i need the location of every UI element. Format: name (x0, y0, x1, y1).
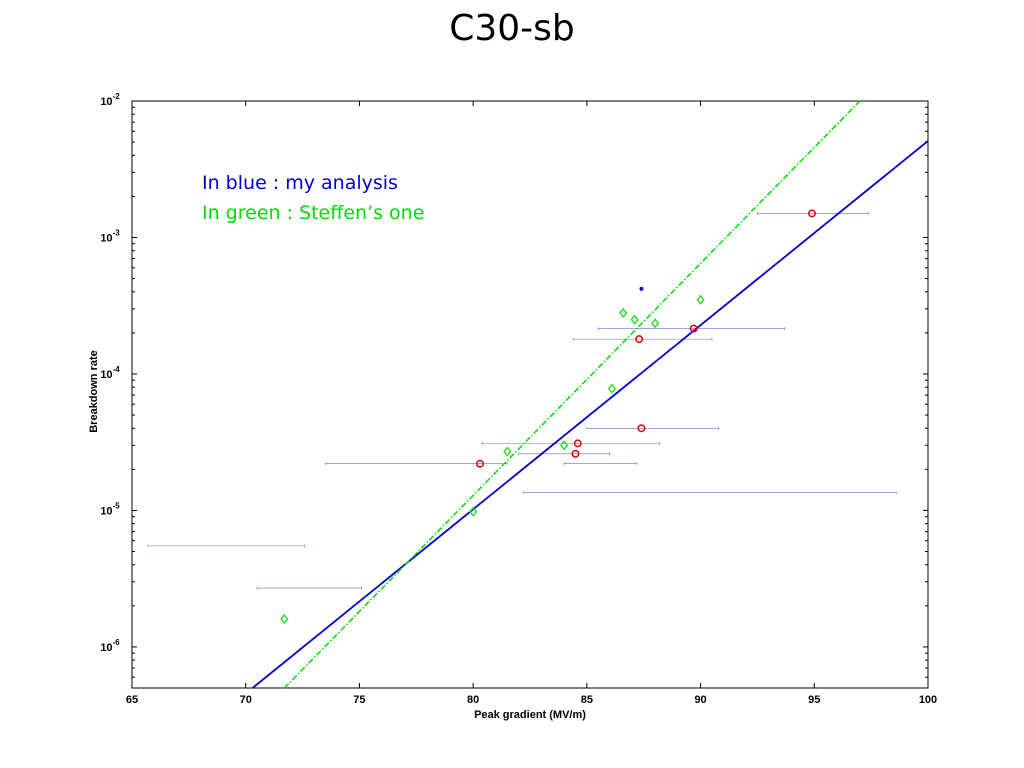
annotation-legend: In blue : my analysis In green : Steffen’… (202, 172, 424, 224)
data-point-dot (639, 286, 644, 291)
x-tick-label: 70 (240, 694, 252, 706)
y-tick-exponent: -3 (113, 228, 121, 237)
plot-frame (131, 100, 929, 689)
y-tick-base: 10 (100, 369, 112, 381)
data-point-diamond (607, 383, 616, 394)
data-point-circle (635, 335, 644, 344)
data-point-circle (689, 324, 698, 333)
data-point-diamond (696, 294, 705, 305)
y-tick-base: 10 (100, 96, 112, 108)
x-tick-label: 100 (919, 694, 937, 706)
y-tick-exponent: -4 (113, 365, 121, 374)
data-point-diamond (630, 314, 639, 325)
fit-line-blue (251, 140, 929, 689)
y-tick-base: 10 (100, 505, 112, 517)
annotation-text: In green : Steffen’s one (202, 202, 424, 224)
y-tick-base: 10 (100, 232, 112, 244)
y-tick-exponent: -6 (113, 638, 121, 647)
data-point-circle (571, 449, 580, 458)
y-tick-label: 10-5 (100, 501, 120, 517)
data-point-diamond (650, 318, 660, 329)
x-tick-label: 85 (581, 694, 593, 706)
y-tick-label: 10-2 (100, 92, 120, 108)
y-tick-exponent: -5 (113, 501, 121, 510)
data-point-circle (637, 424, 646, 433)
y-axis-label: Breakdown rate (88, 350, 100, 433)
data-point-circle (476, 459, 484, 468)
error-bars (147, 211, 897, 590)
x-tick-label: 80 (467, 694, 479, 706)
data-point-circle (808, 209, 816, 218)
data-point-diamond (560, 440, 569, 451)
data-point-diamond (280, 613, 289, 625)
y-tick-label: 10-6 (100, 638, 120, 654)
y-tick-exponent: -2 (113, 92, 121, 101)
x-tick-label: 75 (353, 694, 365, 706)
y-tick-label: 10-4 (100, 365, 120, 381)
fit-line-green (283, 100, 861, 689)
x-tick-label: 95 (808, 694, 820, 706)
tick-marks (131, 100, 929, 689)
fit-lines (251, 100, 929, 689)
y-tick-base: 10 (100, 642, 112, 654)
slide-title: C30-sb (449, 8, 575, 49)
annotation-text: In blue : my analysis (202, 172, 398, 194)
y-tick-label: 10-3 (100, 228, 120, 244)
data-point-diamond (619, 307, 628, 319)
x-tick-label: 65 (126, 694, 138, 706)
data-point-circle (573, 439, 582, 448)
data-point-diamond (469, 506, 478, 517)
x-tick-label: 90 (694, 694, 706, 706)
data-point-diamond (503, 446, 512, 457)
data-markers (280, 209, 816, 625)
x-axis-label: Peak gradient (MV/m) (474, 709, 586, 721)
